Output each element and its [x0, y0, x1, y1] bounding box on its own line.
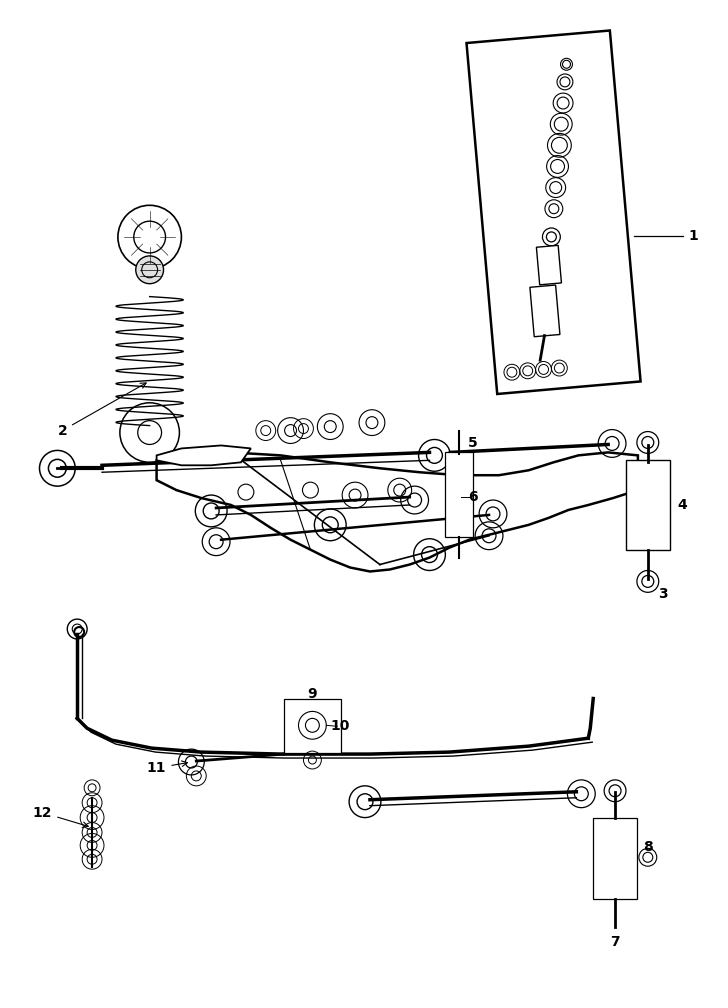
Polygon shape	[537, 245, 561, 285]
Text: 9: 9	[308, 686, 317, 701]
Bar	[284, 699, 341, 753]
Text: 4: 4	[678, 498, 687, 512]
Polygon shape	[530, 285, 560, 337]
Polygon shape	[467, 30, 641, 394]
Text: 10: 10	[331, 720, 350, 733]
Polygon shape	[157, 453, 638, 572]
Bar	[446, 453, 473, 536]
Text: 1: 1	[688, 229, 698, 243]
Polygon shape	[157, 446, 251, 466]
Text: 6: 6	[468, 490, 478, 504]
Bar	[626, 461, 670, 549]
Circle shape	[135, 256, 164, 283]
Text: 11: 11	[147, 761, 187, 775]
Text: 5: 5	[468, 436, 478, 451]
Bar	[593, 817, 637, 899]
Text: 2: 2	[58, 383, 146, 437]
Text: 12: 12	[33, 805, 88, 828]
Text: 3: 3	[658, 588, 668, 602]
Text: 7: 7	[610, 934, 620, 949]
Text: 8: 8	[643, 841, 653, 855]
